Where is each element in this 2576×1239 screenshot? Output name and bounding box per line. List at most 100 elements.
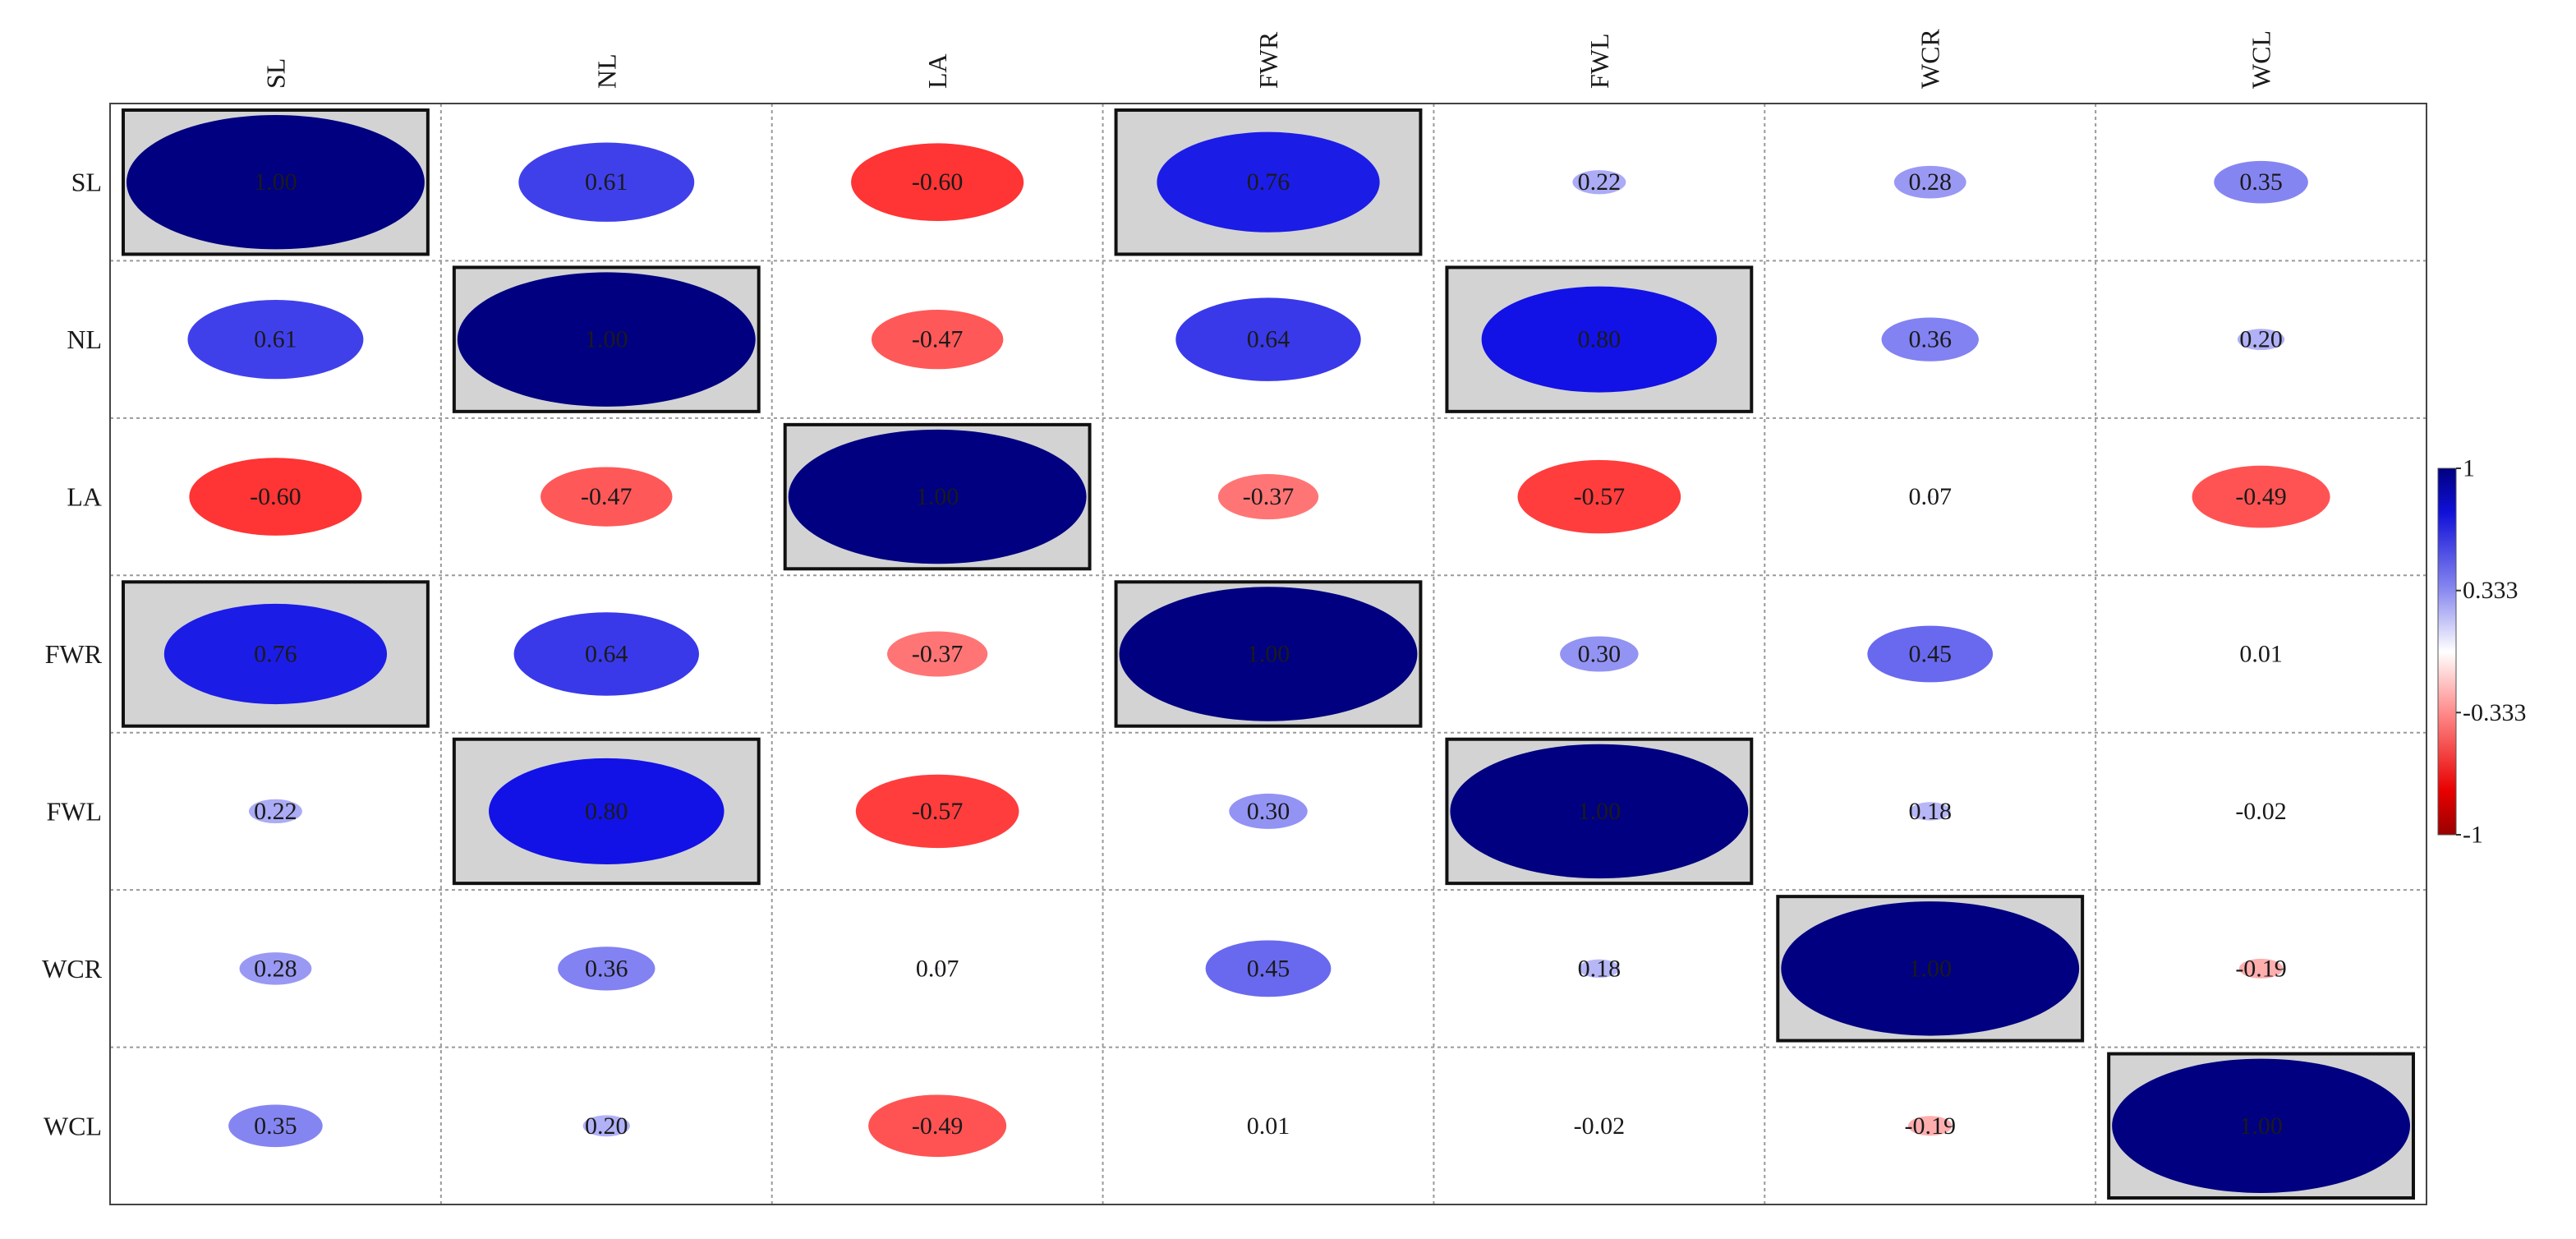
value-layer: 1.00 0.61 -0.60 0.76 0.22 0.28 0.35 0.61 1.00 -0.…	[250, 168, 2287, 1140]
ellipse-NL-WCL	[2237, 329, 2285, 351]
cell-value-WCL-LA: -0.49	[912, 1112, 964, 1140]
row-label-LA: LA	[67, 482, 102, 512]
legend-color-bar	[2437, 468, 2457, 836]
cell-value-NL-SL: 0.61	[254, 326, 297, 353]
ellipse-SL-FWR	[1157, 131, 1380, 233]
cell-value-LA-WCL: -0.49	[2235, 483, 2287, 510]
row-labels: SL NL LA FWR FWL WCR WCL	[42, 168, 103, 1141]
ellipse-LA-NL	[540, 467, 673, 527]
ellipse-WCL-WCL	[2112, 1058, 2411, 1194]
cell-value-NL-WCL: 0.20	[2239, 326, 2283, 353]
cell-value-FWR-WCL: 0.01	[2239, 641, 2283, 668]
ellipse-SL-SL	[126, 115, 425, 250]
cell-value-SL-SL: 1.00	[254, 168, 297, 196]
legend-tick-label: 1	[2463, 455, 2475, 482]
column-label-FWL: FWL	[1585, 33, 1614, 89]
ellipse-FWL-WCR	[1909, 802, 1951, 821]
cell-value-FWL-FWR: 0.30	[1247, 798, 1290, 825]
column-label-NL: NL	[591, 53, 621, 89]
cell-value-NL-FWR: 0.64	[1247, 326, 1290, 353]
ellipse-NL-FWR	[1175, 297, 1361, 381]
ellipse-SL-LA	[851, 143, 1024, 222]
cell-value-WCR-FWR: 0.45	[1247, 955, 1290, 982]
ellipse-SL-WCL	[2214, 160, 2308, 204]
cell-value-WCR-WCL: -0.19	[2235, 955, 2287, 982]
cell-value-WCL-WCR: -0.19	[1904, 1112, 1956, 1140]
ellipse-FWR-LA	[887, 631, 988, 677]
cell-value-WCR-FWL: 0.18	[1578, 955, 1622, 982]
ellipse-FWR-WCR	[1867, 625, 1994, 683]
cell-value-LA-FWL: -0.57	[1574, 483, 1626, 510]
ellipse-layer	[126, 115, 2411, 1194]
cell-value-LA-FWR: -0.37	[1243, 483, 1295, 510]
ellipse-WCL-WCR	[1907, 1116, 1953, 1136]
ellipse-LA-FWL	[1517, 459, 1681, 534]
ellipse-LA-FWR	[1217, 474, 1319, 520]
row-label-FWR: FWR	[45, 639, 103, 669]
cell-value-NL-NL: 1.00	[585, 326, 628, 353]
row-label-FWL: FWL	[46, 796, 102, 826]
legend-tick-label: -1	[2463, 822, 2483, 849]
cell-value-WCR-SL: 0.28	[254, 955, 297, 982]
row-label-WCR: WCR	[42, 954, 103, 983]
cell-value-FWR-LA: -0.37	[912, 641, 964, 668]
cell-value-LA-WCR: 0.07	[1908, 483, 1952, 510]
legend-tick-label: -0.333	[2463, 699, 2527, 726]
cell-value-LA-SL: -0.60	[250, 483, 301, 510]
cell-value-SL-FWR: 0.76	[1247, 168, 1290, 196]
ellipse-FWL-LA	[855, 774, 1019, 849]
cell-value-NL-LA: -0.47	[912, 326, 964, 353]
cell-value-WCL-FWL: -0.02	[1574, 1112, 1626, 1140]
ellipse-WCR-WCL	[2238, 958, 2284, 979]
ellipse-FWR-FWL	[1560, 636, 1639, 672]
cell-value-FWR-WCR: 0.45	[1908, 641, 1952, 668]
column-label-WCR: WCR	[1916, 28, 1945, 89]
ellipse-WCR-LA	[934, 967, 941, 970]
cell-value-WCR-NL: 0.36	[585, 955, 628, 982]
cell-value-WCL-WCL: 1.00	[2239, 1112, 2283, 1140]
ellipse-WCL-LA	[868, 1094, 1007, 1158]
cell-value-FWL-WCR: 0.18	[1908, 798, 1952, 825]
ellipse-WCR-FWL	[1579, 959, 1620, 979]
cell-value-SL-LA: -0.60	[912, 168, 964, 196]
cell-value-NL-FWL: 0.80	[1578, 326, 1622, 353]
cell-value-SL-WCR: 0.28	[1908, 168, 1952, 196]
ellipse-WCR-SL	[239, 952, 312, 985]
color-legend: 1 0.333 -0.333 -1	[2437, 455, 2527, 849]
cell-value-FWL-WCL: -0.02	[2235, 798, 2287, 825]
ellipse-FWL-SL	[248, 799, 302, 824]
ellipse-FWR-NL	[513, 612, 699, 696]
column-labels: SL NL LA FWR FWL WCR WCL	[260, 28, 2275, 89]
cell-value-FWR-SL: 0.76	[254, 641, 297, 668]
row-label-SL: SL	[71, 168, 102, 197]
column-label-SL: SL	[260, 58, 290, 89]
cell-value-FWL-SL: 0.22	[254, 798, 297, 825]
cell-value-FWR-FWL: 0.30	[1578, 641, 1622, 668]
ellipse-NL-NL	[457, 272, 756, 407]
plot-frame	[109, 103, 2427, 1205]
cell-value-SL-WCL: 0.35	[2239, 168, 2283, 196]
cell-value-WCR-LA: 0.07	[916, 955, 959, 982]
ellipse-WCL-NL	[582, 1115, 630, 1137]
cell-value-LA-NL: -0.47	[581, 483, 632, 510]
column-label-FWR: FWR	[1254, 31, 1283, 89]
cell-value-NL-WCR: 0.36	[1908, 326, 1952, 353]
cell-value-FWR-FWR: 1.00	[1247, 641, 1290, 668]
ellipse-SL-FWL	[1572, 170, 1626, 195]
ellipse-NL-SL	[187, 299, 364, 380]
ellipse-NL-WCR	[1881, 317, 1979, 362]
ellipse-FWL-FWR	[1229, 793, 1308, 829]
cell-value-WCL-FWR: 0.01	[1247, 1112, 1290, 1140]
ellipse-LA-WCL	[2192, 465, 2330, 528]
cell-value-SL-NL: 0.61	[585, 168, 628, 196]
cell-value-FWR-NL: 0.64	[585, 641, 628, 668]
ellipse-NL-LA	[871, 310, 1004, 370]
cell-value-FWL-NL: 0.80	[585, 798, 628, 825]
cell-value-LA-LA: 1.00	[916, 483, 959, 510]
ellipse-WCR-WCR	[1781, 901, 2080, 1036]
row-label-NL: NL	[67, 325, 102, 354]
cell-value-SL-FWL: 0.22	[1578, 168, 1622, 196]
column-label-WCL: WCL	[2247, 30, 2276, 89]
cell-value-FWL-FWL: 1.00	[1578, 798, 1622, 825]
ellipse-NL-FWL	[1481, 286, 1718, 393]
